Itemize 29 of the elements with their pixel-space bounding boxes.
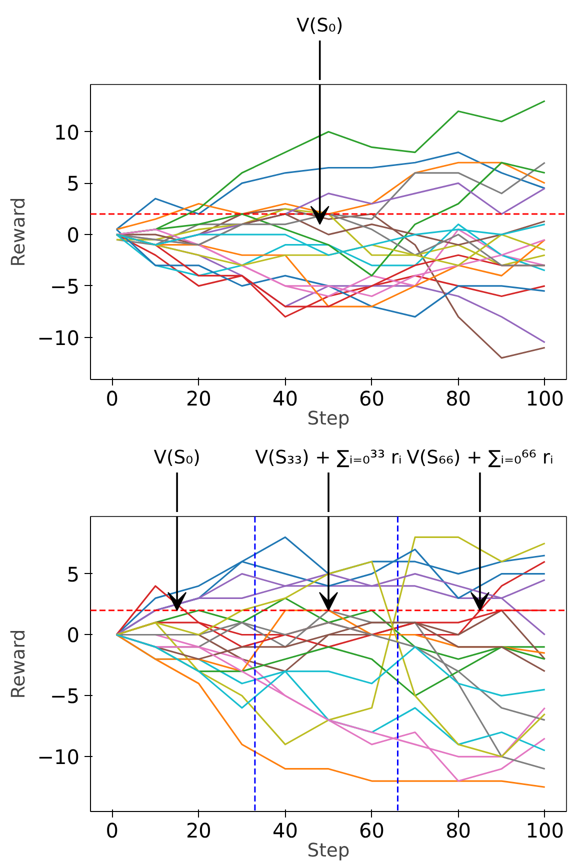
y-tick-label: −5 <box>50 684 80 708</box>
x-axis-title: Step <box>307 408 350 430</box>
y-tick-label: −10 <box>37 745 80 770</box>
y-tick-label: 5 <box>66 562 80 586</box>
x-tick-label: 20 <box>186 818 212 842</box>
y-tick-label: −5 <box>50 274 80 298</box>
x-tick-label: 20 <box>186 386 212 410</box>
x-tick-label: 0 <box>106 818 119 842</box>
annotation: V(S₀) <box>296 16 344 36</box>
x-tick-label: 40 <box>272 386 298 410</box>
x-tick-label: 80 <box>446 818 472 842</box>
x-tick-label: 80 <box>446 386 472 410</box>
annotation: V(S₀) <box>154 448 200 468</box>
y-tick-label: 5 <box>66 172 80 196</box>
x-tick-label: 40 <box>272 818 298 842</box>
y-tick-label: 10 <box>54 120 80 144</box>
x-axis-title: Step <box>307 840 350 862</box>
x-tick-label: 0 <box>106 386 119 410</box>
y-axis-title: Reward <box>8 629 30 699</box>
annotation: V(S₆₆) + ∑ᵢ₌₀⁶⁶ rᵢ <box>406 448 554 468</box>
y-axis-title: Reward <box>8 197 30 267</box>
y-tick-label: −10 <box>37 326 80 350</box>
y-tick-label: 0 <box>66 223 80 248</box>
x-tick-label: 60 <box>359 818 384 842</box>
y-tick-label: 0 <box>66 623 80 648</box>
x-tick-label: 100 <box>526 386 564 410</box>
x-tick-label: 100 <box>526 818 564 842</box>
x-tick-label: 60 <box>359 386 384 410</box>
annotation: V(S₃₃) + ∑ᵢ₌₀³³ rᵢ <box>255 448 402 468</box>
